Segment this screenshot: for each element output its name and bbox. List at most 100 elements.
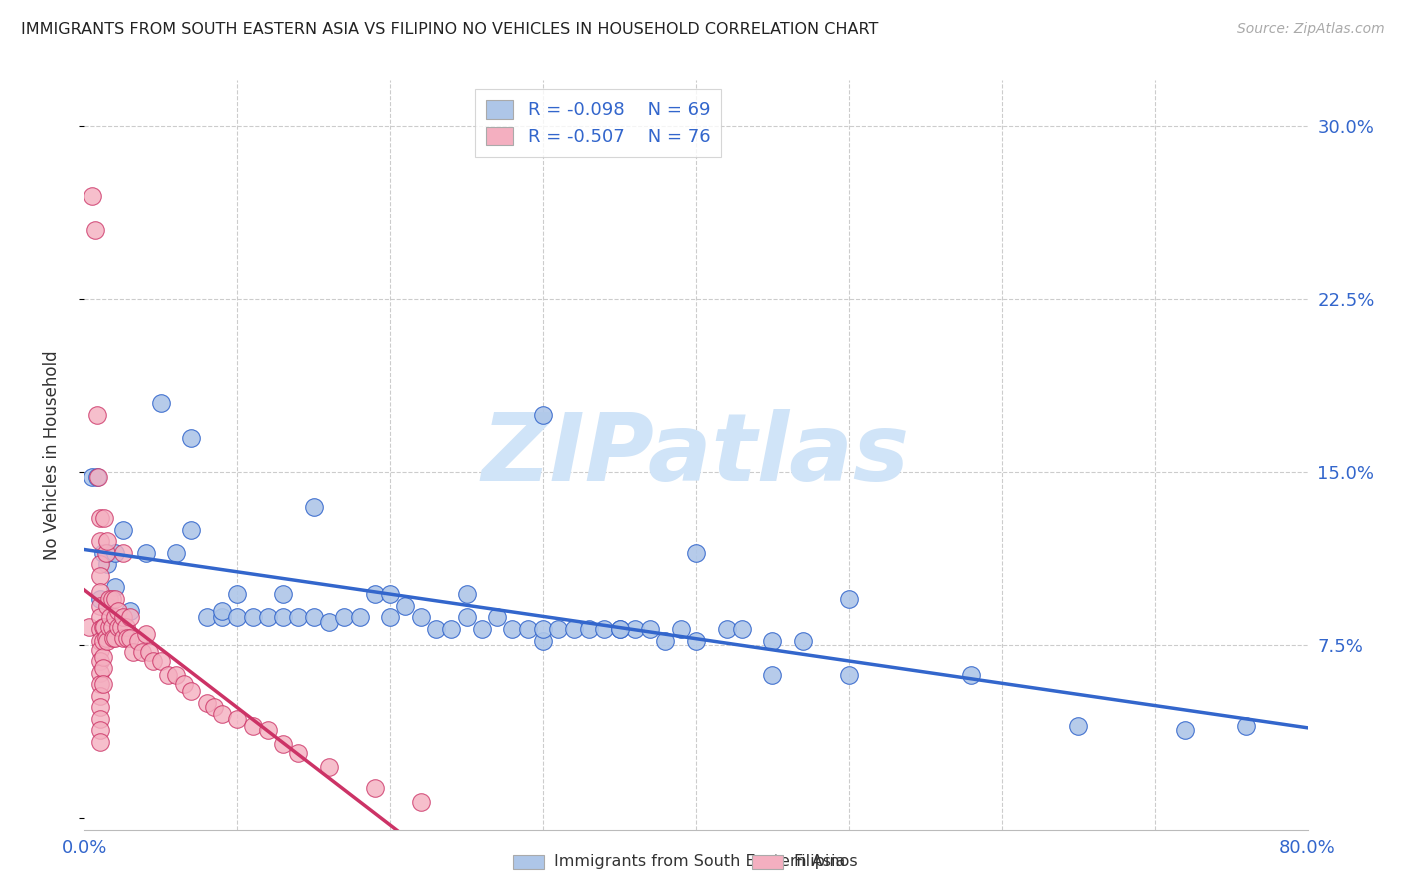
- Point: [86, 470, 108, 484]
- Point: [103, 631, 125, 645]
- Point: [333, 610, 356, 624]
- Point: [127, 633, 149, 648]
- Point: [80, 470, 103, 484]
- Point: [98, 610, 121, 624]
- Point: [96, 633, 118, 648]
- Point: [593, 622, 616, 636]
- Point: [93, 620, 115, 634]
- Point: [165, 546, 187, 560]
- Point: [101, 620, 124, 634]
- Point: [302, 610, 325, 624]
- Point: [456, 610, 478, 624]
- Point: [287, 610, 309, 624]
- Point: [609, 622, 631, 636]
- Point: [471, 622, 494, 636]
- Point: [380, 587, 402, 601]
- Point: [409, 795, 432, 809]
- Point: [716, 622, 738, 636]
- Point: [578, 622, 600, 636]
- Point: [91, 649, 114, 664]
- Point: [960, 668, 983, 682]
- Point: [792, 633, 814, 648]
- Point: [89, 569, 111, 583]
- Point: [302, 500, 325, 514]
- Point: [502, 622, 524, 636]
- Point: [110, 620, 132, 634]
- Point: [89, 534, 111, 549]
- Point: [761, 633, 783, 648]
- Point: [111, 610, 134, 624]
- Point: [142, 654, 165, 668]
- Text: IMMIGRANTS FROM SOUTH EASTERN ASIA VS FILIPINO NO VEHICLES IN HOUSEHOLD CORRELAT: IMMIGRANTS FROM SOUTH EASTERN ASIA VS FI…: [21, 22, 879, 37]
- Point: [486, 610, 509, 624]
- Point: [211, 603, 233, 617]
- Point: [115, 631, 138, 645]
- Point: [149, 396, 172, 410]
- Point: [242, 719, 264, 733]
- Text: Filipinos: Filipinos: [793, 855, 858, 869]
- Point: [91, 546, 114, 560]
- Point: [271, 737, 294, 751]
- Point: [226, 587, 249, 601]
- Point: [456, 587, 478, 601]
- Point: [131, 645, 153, 659]
- Point: [516, 622, 538, 636]
- Point: [609, 622, 631, 636]
- Point: [96, 546, 118, 560]
- Point: [96, 534, 118, 549]
- Point: [195, 610, 218, 624]
- Text: Immigrants from South Eastern Asia: Immigrants from South Eastern Asia: [554, 855, 845, 869]
- Point: [89, 665, 111, 680]
- Point: [91, 677, 114, 691]
- Point: [89, 677, 111, 691]
- Point: [111, 546, 134, 560]
- Point: [287, 747, 309, 761]
- Point: [104, 610, 127, 624]
- Point: [104, 631, 127, 645]
- Point: [111, 523, 134, 537]
- Point: [271, 610, 294, 624]
- Point: [349, 610, 371, 624]
- Point: [104, 546, 127, 560]
- Point: [91, 661, 114, 675]
- Point: [761, 668, 783, 682]
- Point: [165, 668, 187, 682]
- Point: [257, 610, 280, 624]
- Point: [97, 592, 120, 607]
- Legend: R = -0.098    N = 69, R = -0.507    N = 76: R = -0.098 N = 69, R = -0.507 N = 76: [475, 89, 721, 157]
- Point: [318, 760, 340, 774]
- Point: [624, 622, 647, 636]
- Point: [84, 223, 107, 237]
- Text: ZIPatlas: ZIPatlas: [482, 409, 910, 501]
- Point: [1174, 723, 1197, 738]
- Point: [202, 700, 225, 714]
- Point: [89, 610, 111, 624]
- Point: [180, 684, 202, 698]
- Point: [669, 622, 692, 636]
- Point: [91, 620, 114, 634]
- Point: [91, 633, 114, 648]
- Point: [562, 622, 585, 636]
- Point: [685, 546, 707, 560]
- Point: [242, 610, 264, 624]
- Point: [89, 633, 111, 648]
- Point: [1236, 719, 1258, 733]
- Point: [89, 689, 111, 703]
- Point: [1067, 719, 1090, 733]
- Point: [120, 603, 142, 617]
- Text: Source: ZipAtlas.com: Source: ZipAtlas.com: [1237, 22, 1385, 37]
- Point: [380, 610, 402, 624]
- Point: [77, 620, 100, 634]
- Point: [107, 603, 129, 617]
- Point: [157, 668, 180, 682]
- Point: [226, 712, 249, 726]
- Point: [120, 631, 142, 645]
- Point: [104, 581, 127, 595]
- Point: [409, 610, 432, 624]
- Point: [96, 599, 118, 613]
- Point: [96, 558, 118, 572]
- Point: [425, 622, 447, 636]
- Point: [89, 735, 111, 749]
- Point: [838, 592, 860, 607]
- Point: [364, 780, 387, 795]
